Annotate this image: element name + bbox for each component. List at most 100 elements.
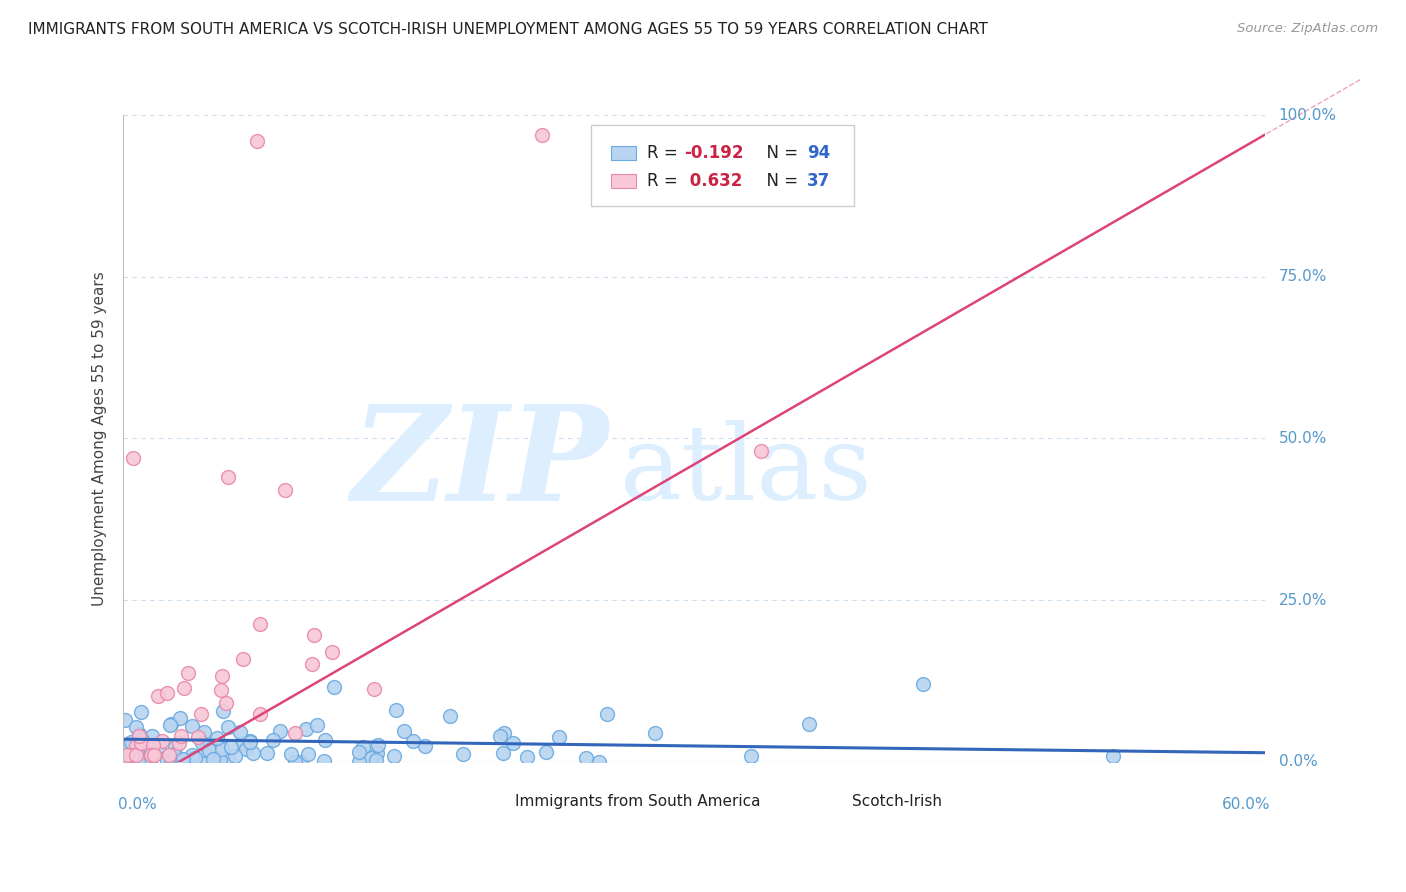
Text: IMMIGRANTS FROM SOUTH AMERICA VS SCOTCH-IRISH UNEMPLOYMENT AMONG AGES 55 TO 59 Y: IMMIGRANTS FROM SOUTH AMERICA VS SCOTCH-…: [28, 22, 988, 37]
Point: [128, 729, 150, 743]
Text: 0.632: 0.632: [683, 172, 742, 190]
Text: ZIP: ZIP: [352, 400, 609, 529]
Point: [249, 706, 271, 721]
Point: [214, 696, 236, 710]
Point: [170, 752, 193, 766]
Point: [321, 644, 343, 658]
Text: R =: R =: [647, 172, 683, 190]
Point: [305, 718, 328, 732]
Text: R =: R =: [647, 144, 683, 161]
Point: [596, 707, 619, 722]
Point: [245, 134, 267, 148]
Point: [382, 749, 405, 764]
FancyBboxPatch shape: [592, 125, 853, 206]
Point: [184, 751, 207, 765]
Point: [242, 746, 264, 760]
Point: [121, 450, 143, 465]
Point: [142, 748, 165, 763]
Point: [290, 755, 312, 769]
Point: [163, 740, 186, 755]
Text: 37: 37: [807, 172, 831, 190]
Text: 75.0%: 75.0%: [1278, 269, 1327, 285]
Point: [167, 736, 190, 750]
Point: [141, 729, 163, 743]
Point: [181, 719, 204, 733]
Point: [142, 746, 165, 760]
Point: [492, 726, 515, 740]
Point: [198, 743, 221, 757]
Point: [177, 666, 200, 681]
Point: [312, 754, 335, 768]
Point: [516, 750, 538, 764]
Point: [911, 677, 934, 691]
Point: [575, 751, 598, 765]
Point: [201, 752, 224, 766]
Point: [235, 742, 257, 756]
Point: [120, 735, 142, 749]
Point: [194, 742, 217, 756]
Point: [142, 738, 165, 752]
Point: [142, 748, 165, 763]
Point: [402, 734, 425, 748]
Point: [125, 739, 148, 753]
Point: [217, 749, 239, 764]
Point: [352, 740, 374, 755]
Point: [156, 753, 179, 767]
Point: [347, 755, 370, 769]
Text: 0.0%: 0.0%: [1278, 755, 1317, 769]
Point: [155, 686, 177, 700]
Point: [190, 735, 212, 749]
Point: [301, 657, 323, 672]
Point: [131, 732, 153, 747]
Text: 50.0%: 50.0%: [1278, 431, 1327, 446]
Point: [502, 735, 524, 749]
Point: [146, 689, 169, 703]
Point: [297, 747, 319, 761]
Point: [170, 729, 193, 743]
Point: [127, 755, 149, 769]
Point: [451, 747, 474, 761]
Point: [209, 739, 232, 753]
Point: [212, 704, 235, 718]
Point: [114, 739, 136, 754]
Point: [274, 483, 297, 498]
Point: [160, 755, 183, 769]
Point: [125, 748, 148, 763]
Point: [797, 716, 820, 731]
Point: [219, 739, 242, 754]
Point: [173, 681, 195, 695]
Point: [740, 749, 762, 764]
Point: [284, 755, 307, 769]
Text: N =: N =: [756, 172, 803, 190]
Point: [129, 705, 152, 719]
Point: [413, 739, 436, 753]
Point: [135, 745, 157, 759]
Point: [262, 732, 284, 747]
Point: [489, 729, 512, 743]
Point: [117, 751, 139, 765]
Point: [160, 717, 183, 731]
Point: [129, 736, 152, 750]
Point: [121, 748, 143, 763]
Point: [284, 725, 307, 739]
Point: [172, 752, 194, 766]
Point: [208, 753, 231, 767]
Point: [530, 128, 553, 142]
Text: 100.0%: 100.0%: [1278, 108, 1337, 123]
Point: [295, 722, 318, 736]
Point: [139, 748, 162, 763]
Point: [190, 706, 212, 721]
Text: 60.0%: 60.0%: [1222, 797, 1271, 813]
Point: [1101, 749, 1123, 764]
Point: [385, 703, 408, 717]
Point: [187, 731, 209, 745]
Bar: [610, 145, 636, 160]
Text: N =: N =: [756, 144, 803, 161]
Point: [363, 681, 385, 696]
Text: Immigrants from South America: Immigrants from South America: [515, 795, 761, 809]
Point: [239, 733, 262, 747]
Point: [114, 713, 136, 727]
Point: [193, 724, 215, 739]
Point: [347, 745, 370, 759]
Point: [193, 755, 215, 769]
